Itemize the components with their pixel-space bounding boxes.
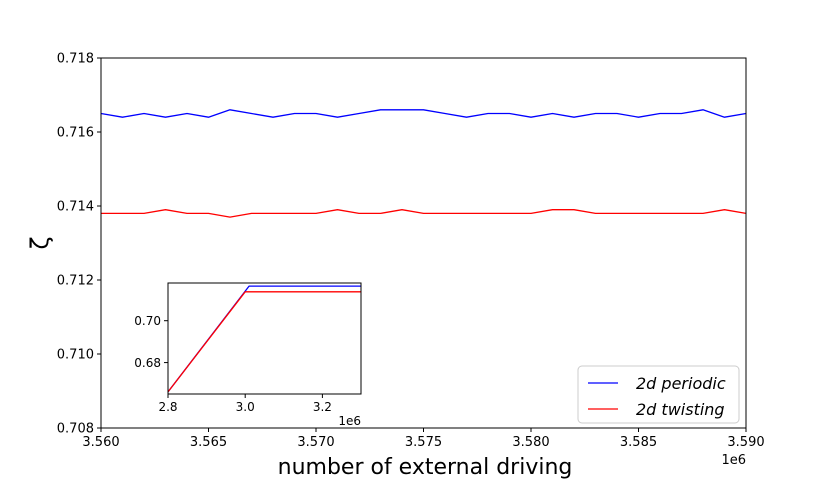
main-series-line-1 (101, 209, 747, 218)
main-y-tick-label: 0.708 (57, 422, 94, 437)
main-x-tick-label: 3.565 (190, 435, 227, 450)
legend-label-periodic: 2d periodic (636, 374, 726, 393)
main-plot-frame (100, 57, 747, 429)
main-y-tick-label: 0.716 (57, 126, 94, 141)
legend-box (577, 365, 740, 424)
inset-chart: 2.8 3.0 3.2 0.68 0.70 1e6 (134, 282, 362, 428)
main-x-tick-label: 3.585 (620, 435, 657, 450)
inset-x-tick-label: 2.8 (158, 400, 177, 414)
main-x-tick-label: 3.590 (727, 435, 764, 450)
x-offset-label: 1e6 (721, 453, 746, 468)
inset-series-line-1 (167, 291, 361, 393)
inset-x-tick-label: 3.2 (313, 400, 332, 414)
main-x-tick-label: 3.575 (405, 435, 442, 450)
x-axis-label: number of external driving (278, 455, 573, 480)
inset-x-offset-label: 1e6 (338, 414, 361, 428)
legend-label-twisting: 2d twisting (636, 400, 725, 419)
main-axis-ticks: 3.560 3.565 3.570 3.575 3.580 3.585 3.590 0.708… (57, 52, 765, 450)
y-axis-label: ζ (26, 236, 54, 249)
inset-axis-ticks: 2.8 3.0 3.2 0.68 0.70 (134, 314, 332, 414)
main-series-lines (100, 109, 747, 218)
inset-frame (167, 282, 362, 395)
main-x-tick-label: 3.570 (297, 435, 334, 450)
inset-y-tick-label: 0.68 (134, 356, 161, 370)
main-y-tick-label: 0.710 (57, 348, 94, 363)
inset-y-tick-label: 0.70 (134, 314, 161, 328)
inset-background (168, 283, 361, 394)
inset-x-tick-label: 3.0 (236, 400, 255, 414)
main-x-tick-label: 3.580 (512, 435, 549, 450)
main-series-line-0 (100, 109, 747, 118)
main-y-tick-label: 0.712 (57, 274, 94, 289)
main-y-tick-label: 0.714 (57, 200, 94, 215)
legend: 2d periodic 2d twisting (577, 365, 740, 424)
inset-series-lines (167, 285, 361, 393)
main-x-tick-label: 3.560 (82, 435, 119, 450)
main-y-tick-label: 0.718 (57, 52, 94, 67)
